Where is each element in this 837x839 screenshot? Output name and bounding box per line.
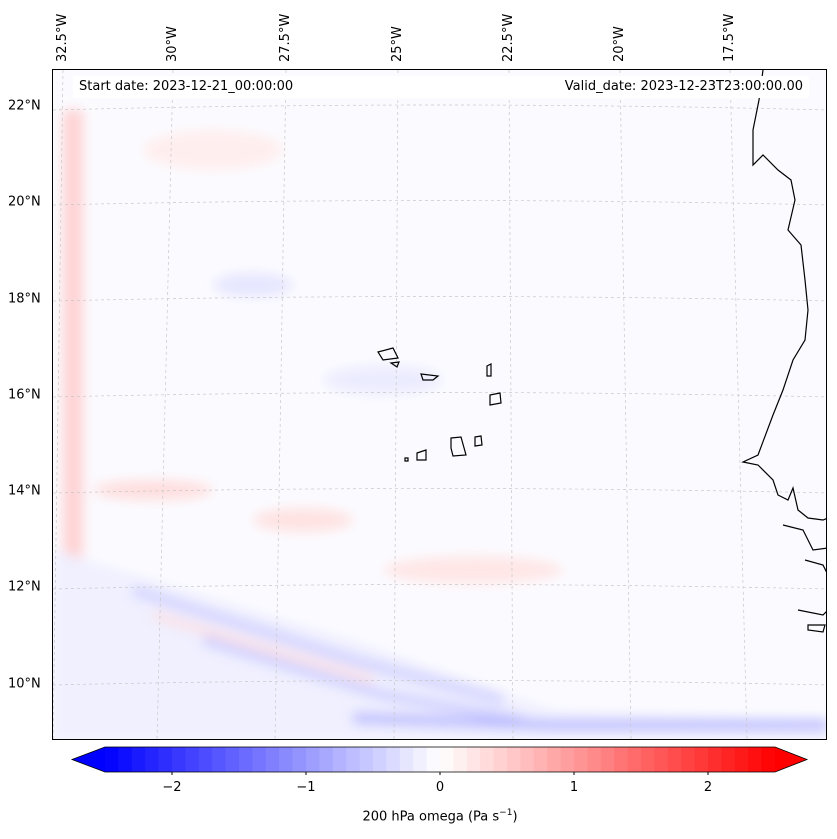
colorbar-label-end: ) [512, 809, 518, 825]
colorbar-segment [373, 747, 387, 772]
colorbar-segment [734, 747, 749, 772]
colorbar-segment [198, 747, 213, 772]
colorbar-segment [574, 747, 588, 772]
colorbar-label-text: 200 hPa omega (Pa s [362, 809, 500, 825]
colorbar-segment [172, 747, 186, 772]
lon-label: 27.5°W [278, 13, 293, 62]
colorbar-outline [70, 746, 809, 773]
lat-label: 18°N [8, 291, 41, 307]
colorbar-segment [681, 747, 696, 772]
colorbar-segment [239, 747, 253, 772]
colorbar-segment [466, 747, 481, 772]
colorbar-segment [667, 747, 682, 772]
lon-label: 32.5°W [55, 13, 70, 62]
colorbar-segment [654, 747, 669, 772]
shading [53, 110, 826, 739]
colorbar-segment [158, 747, 173, 772]
colorbar-segment [480, 747, 495, 772]
colorbar-segment [426, 747, 441, 772]
colorbar-tick-label: 2 [703, 780, 713, 795]
colorbar-segment [587, 747, 602, 772]
colorbar-segment [292, 747, 307, 772]
lon-label: 30°W [165, 26, 180, 62]
colorbar-segment [332, 747, 347, 772]
colorbar-segment [694, 747, 709, 772]
lon-label: 17.5°W [722, 13, 737, 62]
colorbar-tick-label: 1 [569, 780, 579, 795]
colorbar-segment [131, 747, 146, 772]
colorbar-segment [105, 747, 119, 772]
colorbar-label-sup: −1 [499, 808, 513, 818]
lat-label: 14°N [8, 483, 41, 499]
colorbar-segment [708, 747, 722, 772]
colorbar-extend-max [775, 747, 807, 772]
colorbar-segment [641, 747, 655, 772]
colorbar-segment [252, 747, 267, 772]
colorbar-segment [533, 747, 548, 772]
colorbar-segment [627, 747, 642, 772]
omega-field [53, 70, 826, 739]
lat-label: 22°N [8, 98, 41, 114]
lat-label: 10°N [8, 676, 41, 692]
colorbar-segment [493, 747, 508, 772]
colorbar [70, 746, 809, 775]
colorbar-segment [279, 747, 294, 772]
colorbar-segment [520, 747, 535, 772]
colorbar-segment [306, 747, 320, 772]
colorbar-segment [547, 747, 562, 772]
colorbar-segment [440, 747, 454, 772]
colorbar-segment [386, 747, 401, 772]
colorbar-segment [359, 747, 374, 772]
colorbar-tick-label: −1 [296, 780, 316, 795]
gridlines [53, 70, 826, 739]
colorbar-extend-min [72, 747, 105, 772]
colorbar-segment [413, 747, 428, 772]
colorbar-segment [560, 747, 575, 772]
lat-label: 20°N [8, 194, 41, 210]
start-date: Start date: 2023-12-21_00:00:00 [79, 79, 294, 94]
map-panel: Start date: 2023-12-21_00:00:00 Valid_da… [52, 69, 827, 740]
colorbar-segment [212, 747, 227, 772]
date-info-bar: Start date: 2023-12-21_00:00:00 Valid_da… [73, 76, 809, 98]
colorbar-segment [721, 747, 736, 772]
lon-label: 20°W [612, 26, 627, 62]
colorbar-segment [185, 747, 200, 772]
colorbar-segment [399, 747, 414, 772]
coastline [377, 70, 826, 633]
colorbar-segment [265, 747, 280, 772]
colorbar-tick-label: −2 [162, 780, 182, 795]
colorbar-segment [453, 747, 468, 772]
colorbar-segment [225, 747, 240, 772]
lat-label: 12°N [8, 579, 41, 595]
lon-label: 22.5°W [501, 13, 516, 62]
colorbar-segment [346, 747, 361, 772]
colorbar-tick-label: 0 [435, 780, 445, 795]
colorbar-segment [614, 747, 629, 772]
valid-date: Valid_date: 2023-12-23T23:00:00.00 [564, 79, 803, 94]
colorbar-segment [319, 747, 334, 772]
colorbar-segment [118, 747, 133, 772]
colorbar-segment [761, 747, 776, 772]
lat-label: 16°N [8, 387, 41, 403]
lon-label: 25°W [390, 26, 405, 62]
colorbar-segment [507, 747, 521, 772]
colorbar-segment [748, 747, 763, 772]
colorbar-segment [145, 747, 160, 772]
colorbar-label: 200 hPa omega (Pa s−1) [362, 808, 517, 824]
colorbar-segment [600, 747, 615, 772]
